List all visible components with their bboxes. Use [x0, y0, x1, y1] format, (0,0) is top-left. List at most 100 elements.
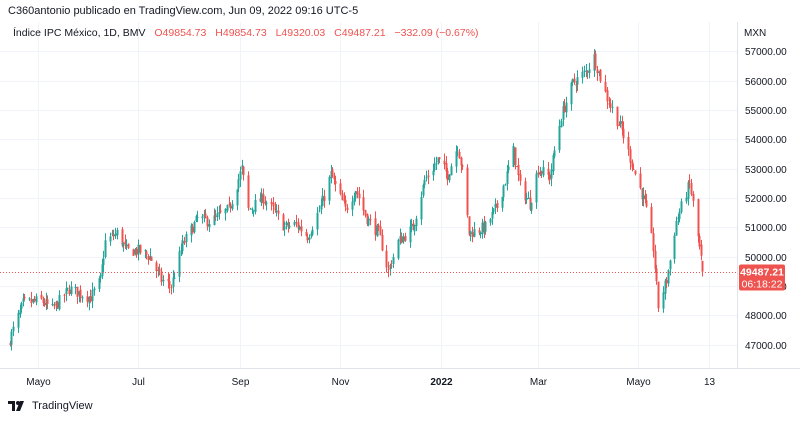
candle-body [111, 233, 114, 235]
candle-body [102, 258, 105, 266]
candle-body [252, 210, 255, 212]
candle-body [98, 278, 101, 289]
candle-body [494, 203, 497, 208]
candle-body [604, 82, 607, 92]
candle-body [573, 78, 576, 83]
candle-body [662, 292, 665, 309]
candles[interactable] [9, 49, 704, 351]
candle-body [195, 215, 198, 222]
candle-body [22, 298, 25, 303]
candle-body [645, 200, 648, 207]
candle-body [504, 184, 507, 186]
candle-body [664, 280, 667, 294]
candle-body [346, 207, 349, 210]
candle-body [376, 225, 379, 237]
candle-body [183, 241, 186, 244]
candle-body [178, 251, 181, 277]
grid-lines [0, 22, 737, 368]
ohlc-low: L49320.03 [276, 27, 326, 39]
candle-body [334, 181, 337, 184]
candle-body [385, 250, 388, 268]
time-tick-label: Mar [530, 377, 548, 388]
candle-body [283, 226, 286, 230]
candle-body [79, 289, 82, 298]
candle-body [144, 250, 147, 252]
candle-body [30, 298, 33, 304]
candle-body [586, 71, 589, 73]
last-price-label: 49487.21 06:18:22 [739, 264, 785, 291]
candle-body [310, 233, 313, 237]
candle-body [28, 298, 31, 300]
candle-body [596, 69, 599, 74]
time-axis[interactable]: Mayo Jul Sep Nov 2022 Mar Mayo 13 [26, 377, 715, 388]
candle-body [687, 182, 690, 199]
candle-body [81, 297, 84, 299]
candle-body [478, 230, 481, 233]
candle-body [265, 202, 268, 204]
candle-body [333, 177, 336, 180]
candle-body [594, 53, 597, 69]
candle-body [537, 172, 540, 175]
candle-body [524, 181, 527, 201]
time-tick-label: Mayo [26, 377, 51, 388]
candle-body [262, 194, 265, 204]
footer-branding[interactable]: TradingView [8, 400, 93, 412]
candle-body [74, 286, 77, 288]
candle-body [547, 168, 550, 175]
candle-body [583, 70, 586, 72]
candle-body [306, 237, 309, 241]
candle-body [287, 222, 290, 227]
candle-body [450, 166, 453, 176]
symbol-description[interactable]: Índice IPC México, 1D, BMV [13, 26, 145, 39]
candle-body [466, 167, 469, 216]
candle-body [219, 210, 222, 213]
candle-body [455, 151, 458, 167]
candle-body [422, 184, 425, 196]
candle-body [270, 201, 273, 204]
price-tick-label: 47000.00 [745, 341, 787, 352]
footer-brand-text: TradingView [32, 400, 93, 412]
time-tick-label: 2022 [430, 377, 453, 388]
candle-body [298, 226, 301, 230]
candle-body [93, 288, 96, 291]
candle-body [224, 209, 227, 214]
candle-body [374, 218, 377, 235]
candle-body [231, 203, 234, 209]
candle-body [669, 260, 672, 270]
candle-body [216, 213, 219, 218]
candle-body [297, 222, 300, 229]
candle-body [692, 194, 695, 201]
candle-body [109, 236, 112, 242]
candle-body [208, 224, 211, 228]
candle-body [51, 303, 54, 305]
candle-body [132, 249, 135, 256]
candle-body [530, 202, 533, 211]
candle-body [35, 296, 38, 303]
candle-body [122, 242, 125, 246]
candle-body [535, 173, 538, 203]
candle-body [320, 205, 323, 210]
candle-body [155, 262, 158, 272]
candle-body [680, 201, 683, 213]
candle-body [387, 268, 390, 270]
candle-body [392, 257, 395, 264]
time-tick-label: Jul [132, 377, 145, 388]
candle-body [697, 199, 700, 237]
candle-body [496, 203, 499, 208]
candle-body [114, 233, 117, 237]
candle-body [86, 296, 89, 302]
candle-body [354, 191, 357, 199]
candle-body [618, 125, 621, 127]
candle-body [247, 175, 250, 208]
candle-body [323, 196, 326, 201]
candle-body [311, 229, 314, 235]
candle-body [644, 195, 647, 200]
candle-body [425, 177, 428, 179]
candle-body [473, 229, 476, 237]
candle-body [558, 125, 561, 151]
price-axis[interactable]: MXN 47000.0048000.0049000.0050000.005100… [744, 28, 787, 352]
candle-body [588, 69, 591, 74]
candle-body [272, 202, 275, 207]
candle-body [127, 243, 130, 248]
